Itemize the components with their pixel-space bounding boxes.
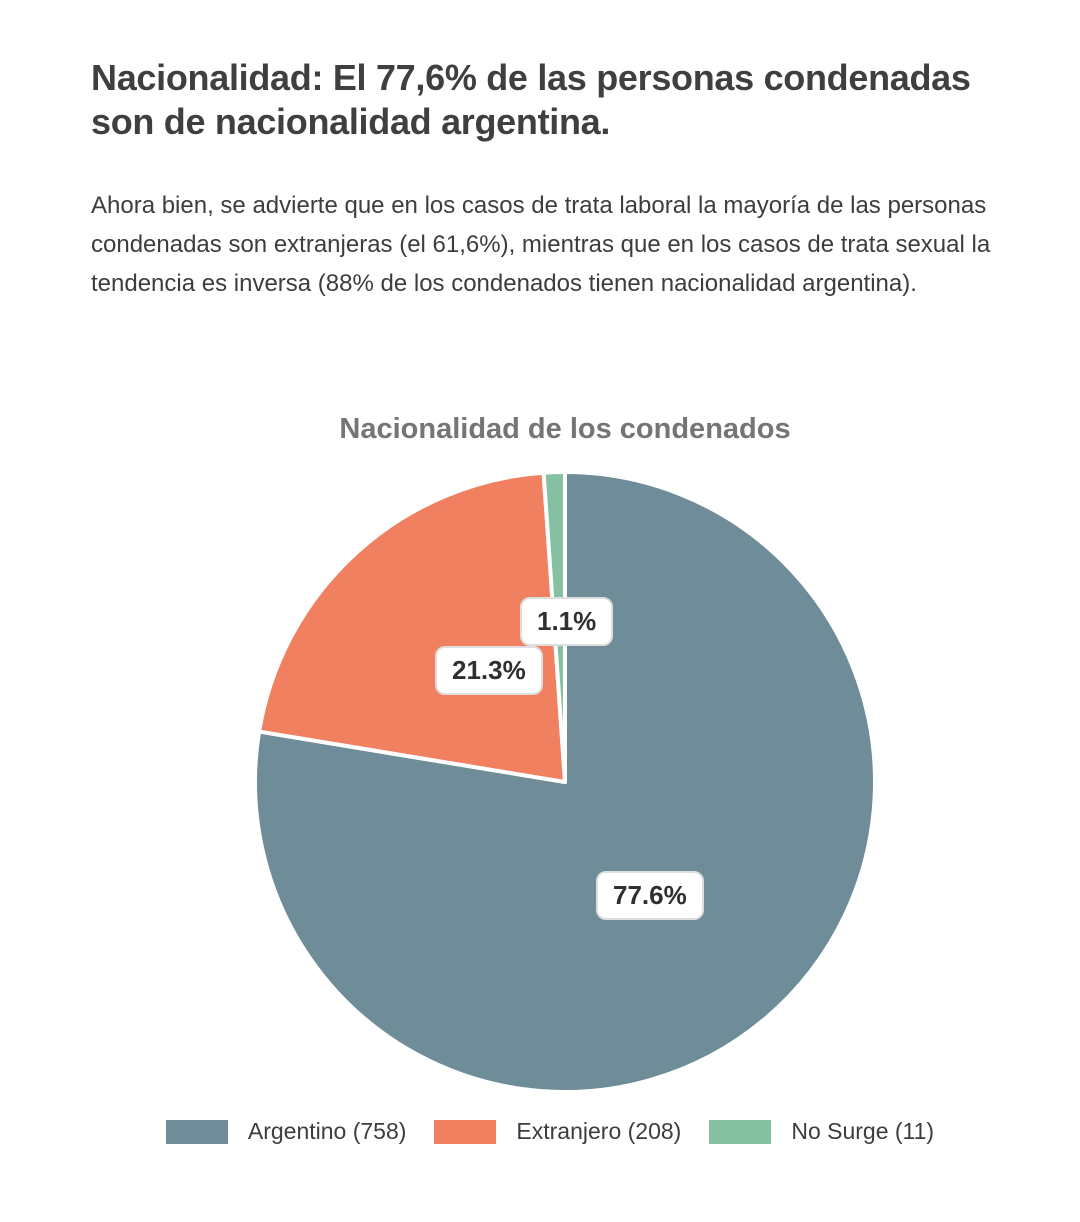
pie-chart xyxy=(253,470,877,1094)
chart-legend: Argentino (758) Extranjero (208) No Surg… xyxy=(0,1118,1080,1145)
pie-percent-label-no-surge: 1.1% xyxy=(520,597,614,646)
legend-label-no-surge: No Surge (11) xyxy=(791,1118,935,1144)
legend-label-extranjero: Extranjero (208) xyxy=(516,1118,682,1144)
legend-item-extranjero: Extranjero (208) xyxy=(434,1118,681,1145)
pie-percent-label-extranjero: 21.3% xyxy=(435,646,543,695)
legend-item-no-surge: No Surge (11) xyxy=(709,1118,934,1145)
legend-item-argentino: Argentino (758) xyxy=(165,1118,407,1145)
pie-slice-extranjero xyxy=(257,470,567,784)
chart-title: Nacionalidad de los condenados xyxy=(339,413,791,445)
legend-swatch-no-surge xyxy=(709,1119,772,1144)
legend-swatch-argentino xyxy=(165,1119,228,1144)
pie-percent-label-argentino: 77.6% xyxy=(596,871,704,920)
legend-swatch-extranjero xyxy=(434,1119,497,1144)
intro-paragraph: Ahora bien, se advierte que en los casos… xyxy=(91,192,991,297)
legend-label-argentino: Argentino (758) xyxy=(247,1118,407,1144)
page-title: Nacionalidad: El 77,6% de las personas c… xyxy=(91,57,971,142)
